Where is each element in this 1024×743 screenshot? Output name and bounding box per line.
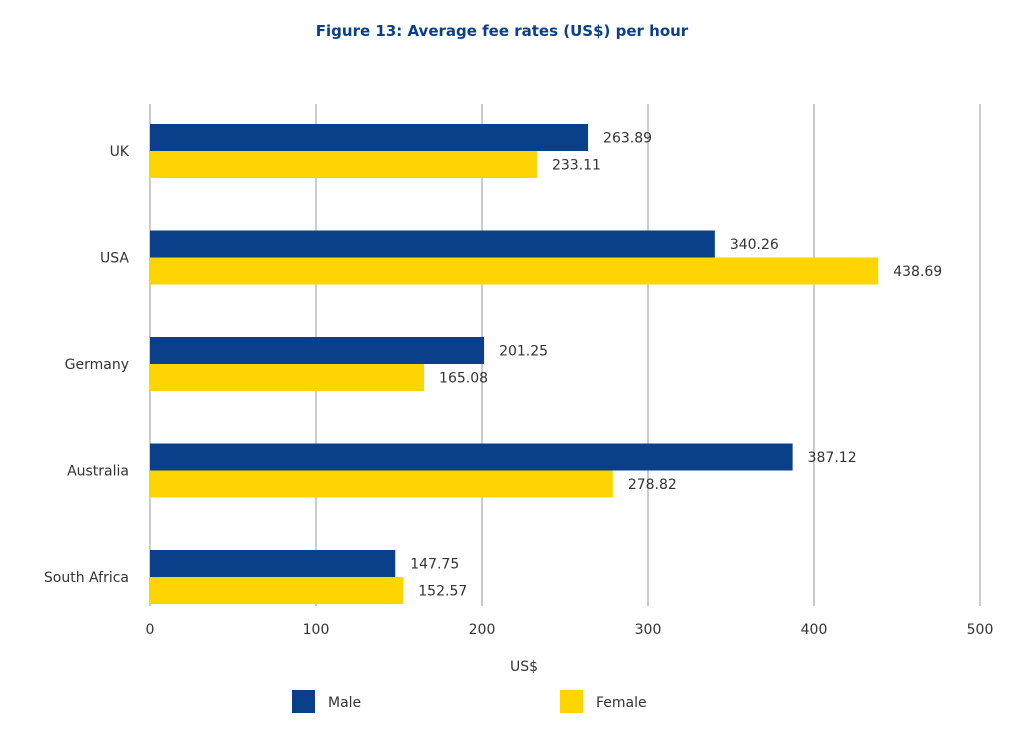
bar-male-germany [150, 337, 485, 364]
category-label: South Africa [44, 570, 129, 586]
data-label: 233.11 [552, 158, 601, 174]
bar-male-south-africa [150, 550, 396, 577]
legend: Male Female [292, 690, 647, 713]
x-tick-label: 0 [146, 622, 155, 638]
x-tick-label: 200 [469, 622, 496, 638]
bars [150, 124, 879, 604]
data-label: 278.82 [628, 477, 677, 493]
x-tick-label: 100 [303, 622, 330, 638]
data-label: 152.57 [418, 584, 467, 600]
data-label: 165.08 [439, 371, 488, 387]
data-label: 201.25 [499, 344, 548, 360]
category-label: Australia [67, 464, 129, 480]
legend-label-male: Male [328, 695, 361, 711]
bar-female-south-africa [150, 577, 404, 604]
data-label: 438.69 [893, 264, 942, 280]
category-label: UK [110, 144, 130, 160]
bar-female-australia [150, 470, 613, 498]
x-tick-label: 400 [801, 622, 828, 638]
x-tick-label: 300 [635, 622, 662, 638]
bar-female-usa [150, 257, 879, 285]
chart-title: Figure 13: Average fee rates (US$) per h… [315, 22, 689, 40]
bar-male-usa [150, 230, 715, 258]
bar-male-uk [150, 124, 589, 151]
data-label: 263.89 [603, 131, 652, 147]
bar-female-uk [150, 151, 537, 178]
bar-male-australia [150, 443, 793, 471]
x-tick-label: 500 [967, 622, 994, 638]
legend-label-female: Female [596, 695, 647, 711]
bar-female-germany [150, 364, 425, 391]
x-tick-labels: 0 100 200 300 400 500 [146, 622, 994, 638]
legend-swatch-female [560, 690, 583, 713]
data-label: 387.12 [808, 450, 857, 466]
legend-swatch-male [292, 690, 315, 713]
data-label: 147.75 [410, 557, 459, 573]
category-labels: UK USA Germany Australia South Africa [44, 144, 130, 586]
x-axis-label: US$ [510, 659, 538, 675]
category-label: Germany [65, 357, 129, 373]
data-label: 340.26 [730, 237, 779, 253]
category-label: USA [100, 251, 129, 267]
